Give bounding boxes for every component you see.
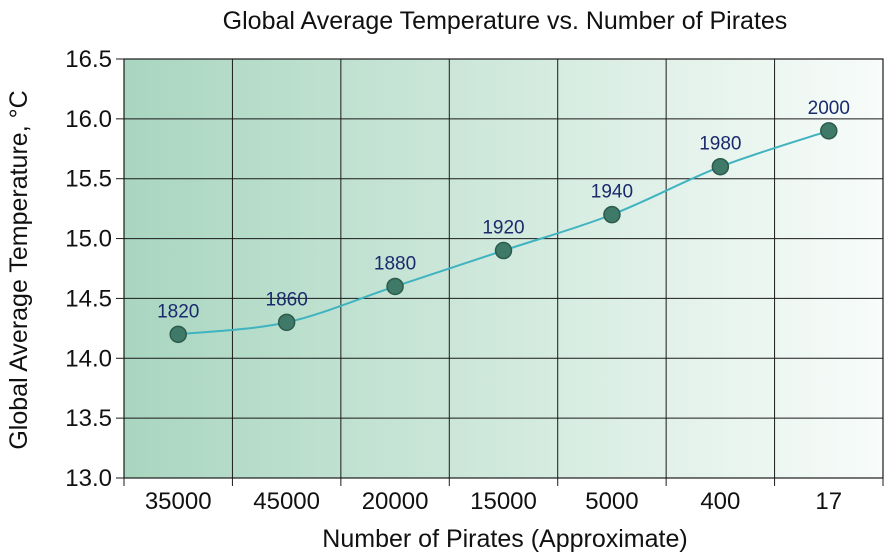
x-tick-label: 45000	[253, 488, 320, 515]
y-tick-label: 16.0	[65, 106, 112, 133]
y-tick-label: 16.5	[65, 46, 112, 73]
data-point	[386, 277, 404, 296]
data-point	[169, 325, 187, 344]
x-axis-label: Number of Pirates (Approximate)	[322, 525, 687, 553]
data-label: 2000	[808, 98, 850, 119]
data-point	[277, 313, 296, 332]
data-point	[603, 205, 621, 224]
y-tick-label: 15.5	[65, 166, 112, 193]
x-tick-label: 35000	[145, 488, 212, 515]
y-axis-label: Global Average Temperature, °C	[5, 90, 33, 449]
data-label: 1860	[266, 289, 308, 310]
data-label: 1880	[374, 253, 416, 274]
x-tick-label: 20000	[362, 488, 429, 515]
x-tick-label: 17	[815, 488, 842, 515]
data-label: 1980	[699, 134, 741, 155]
x-tick-label: 5000	[585, 488, 638, 515]
y-tick-label: 14.0	[65, 345, 112, 372]
y-tick-label: 13.5	[65, 405, 112, 432]
data-label: 1920	[482, 218, 524, 239]
y-tick-label: 15.0	[65, 226, 112, 253]
y-tick-label: 14.5	[65, 285, 112, 312]
y-tick-label: 13.0	[65, 465, 112, 492]
chart-title: Global Average Temperature vs. Number of…	[223, 7, 788, 35]
plot-background	[124, 59, 883, 478]
x-tick-label: 400	[700, 488, 740, 515]
data-label: 1940	[591, 182, 633, 203]
plot-border	[123, 58, 884, 479]
x-tick-label: 15000	[470, 488, 537, 515]
data-point	[711, 157, 730, 176]
data-point	[494, 241, 513, 260]
data-point	[820, 122, 838, 140]
data-label: 1820	[157, 301, 199, 322]
